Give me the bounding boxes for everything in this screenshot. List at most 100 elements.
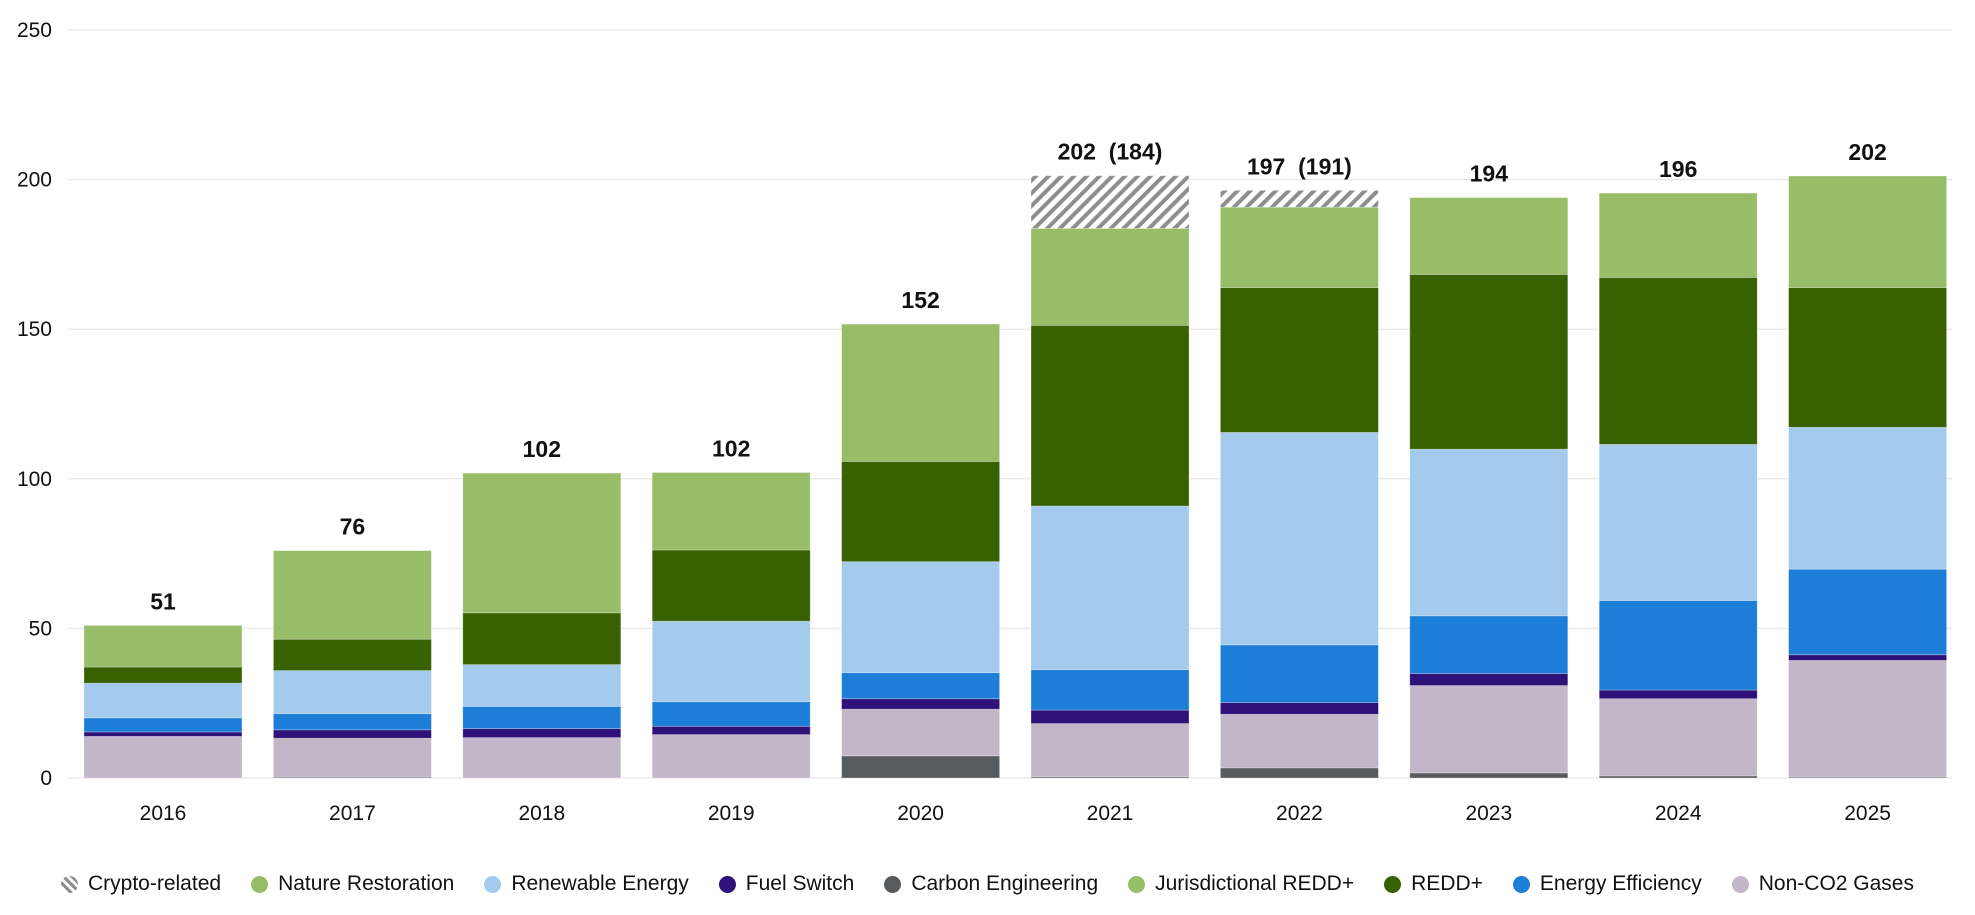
legend-item-energy-efficiency[interactable]: Energy Efficiency: [1512, 872, 1702, 896]
legend-label: REDD+: [1411, 872, 1483, 895]
bar-segment-redd[interactable]: [83, 666, 243, 684]
bar-segment-energy-efficiency[interactable]: [1030, 669, 1190, 711]
bar-segment-fuel-switch[interactable]: [841, 698, 1000, 710]
legend-label: Renewable Energy: [511, 872, 689, 895]
bar-stack-2019[interactable]: [651, 472, 811, 779]
bar-segment-crypto-related[interactable]: [1220, 189, 1379, 208]
legend-item-fuel-switch[interactable]: Fuel Switch: [718, 872, 854, 896]
total-label: 202: [1848, 139, 1886, 165]
bar-stack-2018[interactable]: [462, 472, 622, 779]
y-tick-label: 100: [17, 468, 52, 491]
bar-stack-2020[interactable]: [841, 323, 1000, 779]
bar-segment-non-co2-gases[interactable]: [1788, 660, 1947, 778]
bar-stack-2025[interactable]: [1788, 175, 1947, 779]
legend-item-carbon-engineering[interactable]: Carbon Engineering: [884, 872, 1098, 896]
bar-segment-nature-restoration[interactable]: [1788, 175, 1947, 289]
bar-segment-energy-efficiency[interactable]: [83, 717, 243, 733]
x-tick-label: 2020: [897, 802, 944, 825]
color-swatch-icon: [884, 875, 902, 893]
bar-segment-energy-efficiency[interactable]: [272, 713, 432, 731]
bar-stack-2017[interactable]: [272, 550, 432, 779]
legend-item-jurisdictional-redd[interactable]: Jurisdictional REDD+: [1128, 872, 1354, 896]
bar-segment-nature-restoration[interactable]: [462, 472, 622, 614]
legend-item-non-co2-gases[interactable]: Non-CO2 Gases: [1731, 872, 1914, 896]
bar-segment-non-co2-gases[interactable]: [83, 736, 243, 779]
bar-segment-fuel-switch[interactable]: [83, 731, 243, 737]
bar-segment-non-co2-gases[interactable]: [1598, 698, 1758, 777]
bar-segment-renewable-energy[interactable]: [1030, 505, 1190, 671]
y-axis: 0 50 100 150 200 250: [17, 19, 52, 790]
bar-segment-energy-efficiency[interactable]: [462, 706, 622, 730]
bar-segment-fuel-switch[interactable]: [1788, 654, 1947, 661]
bar-segment-renewable-energy[interactable]: [1220, 432, 1379, 646]
legend-item-renewable-energy[interactable]: Renewable Energy: [484, 872, 689, 896]
bar-segment-energy-efficiency[interactable]: [1409, 615, 1569, 674]
bar-segment-redd[interactable]: [1598, 277, 1758, 445]
x-tick-label: 2021: [1087, 802, 1134, 825]
bar-segment-fuel-switch[interactable]: [1598, 689, 1758, 700]
x-tick-label: 2024: [1655, 802, 1702, 825]
bar-segment-fuel-switch[interactable]: [1030, 709, 1190, 724]
bar-stack-2021[interactable]: [1030, 175, 1190, 779]
bar-segment-non-co2-gases[interactable]: [651, 734, 811, 779]
bar-segment-fuel-switch[interactable]: [1220, 702, 1379, 715]
bar-segment-nature-restoration[interactable]: [1409, 197, 1569, 275]
legend-item-crypto-related[interactable]: Crypto-related: [61, 872, 221, 896]
bar-segment-renewable-energy[interactable]: [83, 682, 243, 719]
bar-segment-fuel-switch[interactable]: [462, 728, 622, 739]
x-tick-label: 2016: [140, 802, 187, 825]
bar-segment-renewable-energy[interactable]: [1788, 426, 1947, 570]
bar-segment-nature-restoration[interactable]: [651, 472, 811, 551]
bar-segment-renewable-energy[interactable]: [272, 670, 432, 715]
bar-segment-energy-efficiency[interactable]: [1788, 568, 1947, 656]
legend-item-nature-restoration[interactable]: Nature Restoration: [251, 872, 454, 896]
bar-segment-redd[interactable]: [272, 638, 432, 671]
bar-segment-carbon-engineering[interactable]: [1409, 772, 1569, 779]
bar-segment-energy-efficiency[interactable]: [651, 701, 811, 727]
bar-segment-redd[interactable]: [1220, 287, 1379, 433]
total-label: 202 (184): [1058, 139, 1163, 165]
bar-segment-carbon-engineering[interactable]: [841, 755, 1000, 779]
total-label: 51: [150, 588, 176, 614]
bar-stack-2023[interactable]: [1409, 197, 1569, 779]
bar-segment-nature-restoration[interactable]: [1220, 206, 1379, 289]
bar-segment-nature-restoration[interactable]: [272, 550, 432, 640]
bar-segment-non-co2-gases[interactable]: [1220, 713, 1379, 769]
bar-segment-nature-restoration[interactable]: [1030, 227, 1190, 326]
bar-segment-renewable-energy[interactable]: [841, 561, 1000, 674]
bar-segment-energy-efficiency[interactable]: [841, 672, 1000, 700]
bar-segment-non-co2-gases[interactable]: [1030, 723, 1190, 778]
bar-segment-non-co2-gases[interactable]: [462, 737, 622, 779]
bar-segment-redd[interactable]: [651, 549, 811, 622]
bar-segment-redd[interactable]: [841, 461, 1000, 563]
total-label: 152: [901, 287, 939, 313]
legend-item-redd[interactable]: REDD+: [1384, 872, 1483, 896]
hatched-swatch-icon: [61, 875, 78, 893]
bar-segment-renewable-energy[interactable]: [462, 664, 622, 707]
x-tick-label: 2025: [1844, 802, 1891, 825]
bar-segment-fuel-switch[interactable]: [1409, 673, 1569, 686]
bar-segment-redd[interactable]: [462, 612, 622, 666]
bar-segment-nature-restoration[interactable]: [1598, 192, 1758, 278]
bar-stack-2024[interactable]: [1598, 192, 1758, 779]
bar-segment-carbon-engineering[interactable]: [1220, 767, 1379, 779]
bar-stack-2016[interactable]: [83, 625, 243, 779]
bar-segment-fuel-switch[interactable]: [651, 725, 811, 736]
bar-segment-renewable-energy[interactable]: [1598, 443, 1758, 601]
bar-segment-redd[interactable]: [1409, 274, 1569, 450]
bar-segment-energy-efficiency[interactable]: [1598, 600, 1758, 691]
bar-stack-2022[interactable]: [1220, 189, 1379, 779]
bar-segment-fuel-switch[interactable]: [272, 729, 432, 739]
bar-segment-non-co2-gases[interactable]: [1409, 685, 1569, 774]
bar-segment-redd[interactable]: [1030, 324, 1190, 507]
bar-segment-non-co2-gases[interactable]: [272, 737, 432, 778]
bar-segment-non-co2-gases[interactable]: [841, 708, 1000, 757]
bar-segment-renewable-energy[interactable]: [1409, 448, 1569, 617]
color-swatch-icon: [251, 875, 269, 893]
bar-segment-renewable-energy[interactable]: [651, 620, 811, 703]
bar-segment-redd[interactable]: [1788, 287, 1947, 428]
bar-segment-nature-restoration[interactable]: [841, 323, 1000, 462]
bar-segment-energy-efficiency[interactable]: [1220, 644, 1379, 704]
bar-segment-nature-restoration[interactable]: [83, 625, 243, 668]
bar-segment-crypto-related[interactable]: [1030, 175, 1190, 229]
